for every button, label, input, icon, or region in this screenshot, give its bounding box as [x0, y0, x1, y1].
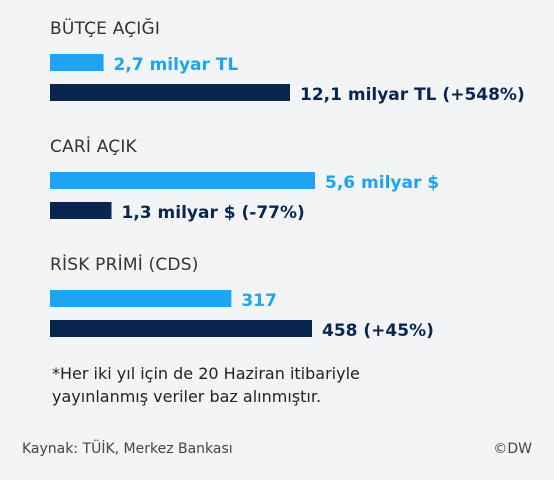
bar-label-2-1: 5,6 milyar $	[325, 173, 439, 193]
bar-chart: BÜTÇE AÇIĞI 2,7 milyar TL 12,1 milyar TL (…	[50, 17, 525, 341]
credit: ©DW	[493, 441, 532, 457]
bar-label-3-1: 317	[241, 291, 277, 311]
footnote-line-1: *Her iki yıl için de 20 Haziran itibariy…	[52, 364, 360, 383]
bar-label-1-2: 12,1 milyar TL (+548%)	[300, 85, 525, 105]
group-title-3: RİSK PRİMİ (CDS)	[50, 254, 199, 275]
bar-3-2	[50, 320, 312, 337]
footnote: *Her iki yıl için de 20 Haziran itibariy…	[52, 362, 472, 408]
group-title-1: BÜTÇE AÇIĞI	[50, 17, 160, 39]
bar-label-3-2: 458 (+45%)	[322, 321, 434, 341]
bar-label-2-2: 1,3 milyar $ (-77%)	[122, 203, 305, 223]
source-note: Kaynak: TÜİK, Merkez Bankası	[22, 441, 233, 457]
footnote-line-2: yayınlanmış veriler baz alınmıştır.	[52, 387, 322, 406]
bar-2-1	[50, 172, 315, 189]
bar-label-1-1: 2,7 milyar TL	[114, 55, 239, 75]
bar-1-1	[50, 54, 104, 71]
bar-3-1	[50, 290, 232, 307]
bar-2-2	[50, 202, 112, 219]
group-title-2: CARİ AÇIK	[50, 136, 138, 157]
bar-1-2	[50, 84, 290, 101]
